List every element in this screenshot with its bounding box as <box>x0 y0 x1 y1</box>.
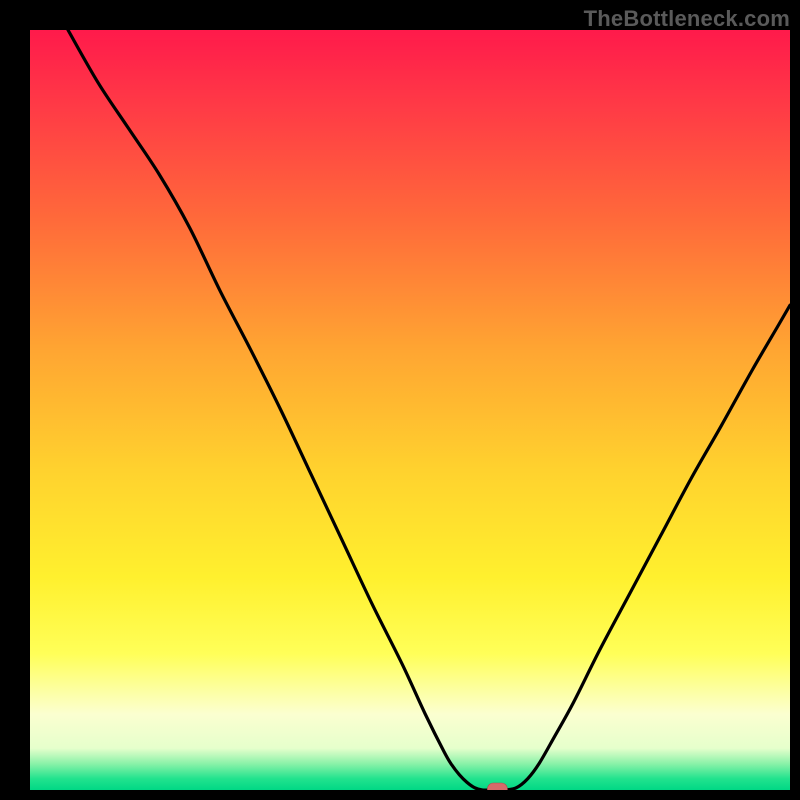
bottleneck-chart <box>0 0 800 800</box>
optimum-marker <box>487 783 507 797</box>
gradient-background <box>30 30 790 790</box>
watermark-text: TheBottleneck.com <box>584 6 790 32</box>
chart-frame: TheBottleneck.com <box>0 0 800 800</box>
